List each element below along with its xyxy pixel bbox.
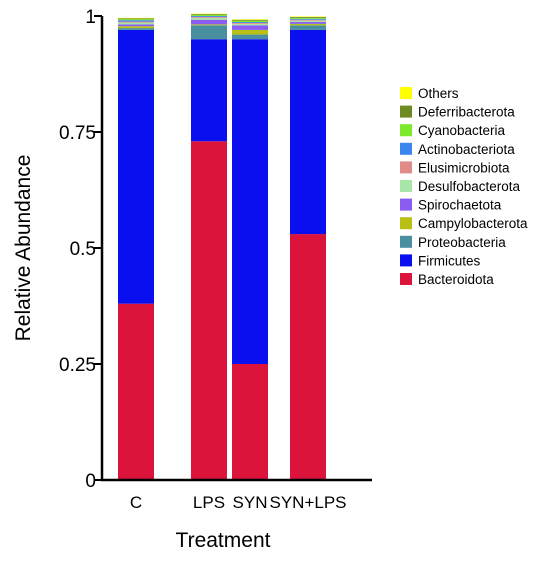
legend-item: Desulfobacterota (400, 179, 521, 194)
bar-segment-spirochaetota (191, 19, 227, 25)
legend-label: Deferribacterota (418, 105, 515, 120)
legend-item: Campylobacterota (400, 216, 528, 231)
x-tick-label: SYN (233, 493, 268, 512)
legend-swatch (400, 254, 412, 267)
legend-item: Proteobacteria (400, 235, 506, 250)
legend-swatch (400, 105, 412, 118)
legend-item: Cyanobacteria (400, 123, 506, 138)
y-tick-label: 0 (85, 471, 96, 492)
bar-segment-elusimicrobiota (118, 21, 154, 23)
legend-swatch (400, 217, 412, 230)
bar-segment-actinobacteriota (232, 22, 268, 23)
bar-segment-others (290, 16, 326, 17)
legend-label: Actinobacteriota (418, 142, 515, 157)
bar-segment-others (191, 13, 227, 15)
bar-segment-firmicutes (232, 39, 268, 364)
legend-swatch (400, 180, 412, 192)
bar-segment-cyanobacteria (118, 19, 154, 21)
bar-segment-firmicutes (118, 29, 154, 304)
legend-swatch (400, 142, 412, 155)
legend-label: Elusimicrobiota (418, 160, 510, 175)
bar-segment-spirochaetota (232, 25, 268, 30)
bar-segment-proteobacteria (191, 25, 227, 40)
legend-item: Firmicutes (400, 253, 481, 268)
legend-swatch (400, 87, 412, 99)
bar-segment-deferribacterota (191, 14, 227, 16)
bar-segment-elusimicrobiota (191, 16, 227, 18)
legend-label: Desulfobacterota (418, 179, 521, 194)
bar-segment-campylobacterota (232, 29, 268, 35)
bar-segment-bacteroidota (191, 141, 227, 480)
legend-label: Others (418, 86, 459, 101)
bar-segment-firmicutes (191, 39, 227, 142)
bar-segment-cyanobacteria (232, 20, 268, 23)
legend-item: Deferribacterota (400, 105, 515, 120)
bar-segment-actinobacteriota (191, 16, 227, 17)
legend: Others Deferribacterota Cyanobacteria Actin… (400, 86, 528, 287)
legend-item: Spirochaetota (400, 198, 502, 213)
bar-2 (232, 19, 268, 480)
bar-segment-others (118, 17, 154, 19)
bar-segment-campylobacterota (290, 23, 326, 26)
bar-segment-actinobacteriota (290, 18, 326, 20)
bar-segment-campylobacterota (118, 26, 154, 29)
bar-segment-others (232, 19, 268, 20)
bar-segment-cyanobacteria (290, 17, 326, 19)
bar-segment-bacteroidota (118, 303, 154, 480)
x-axis-label: Treatment (176, 529, 271, 552)
legend-item: Elusimicrobiota (400, 160, 510, 175)
bar-segment-desulfobacterota (191, 17, 227, 20)
y-tick-label: 0.75 (59, 123, 96, 144)
bar-segment-cyanobacteria (191, 15, 227, 16)
bar-segment-proteobacteria (232, 34, 268, 40)
x-tick-label: LPS (193, 493, 225, 512)
legend-label: Firmicutes (418, 253, 481, 268)
bar-segment-deferribacterota (232, 19, 268, 21)
legend-swatch (400, 273, 412, 285)
legend-item: Others (400, 86, 459, 101)
bars-layer (118, 13, 326, 480)
bar-segment-campylobacterota (191, 24, 227, 26)
bar-segment-actinobacteriota (118, 20, 154, 22)
bar-segment-deferribacterota (118, 18, 154, 20)
bar-segment-desulfobacterota (232, 23, 268, 26)
legend-label: Campylobacterota (418, 216, 528, 231)
legend-label: Spirochaetota (418, 198, 502, 213)
bar-3 (290, 16, 326, 480)
legend-swatch (400, 198, 412, 211)
legend-swatch (400, 124, 412, 137)
bar-segment-spirochaetota (290, 22, 326, 24)
y-tick-label: 0.5 (70, 239, 96, 260)
bar-segment-desulfobacterota (290, 20, 326, 23)
bar-segment-elusimicrobiota (290, 19, 326, 21)
y-tick-label: 1 (85, 7, 96, 28)
bar-segment-firmicutes (290, 29, 326, 235)
y-tick-label: 0.25 (59, 355, 96, 376)
ticks-layer: 0 0.25 0.5 0.75 1 C LPS SYN SYN+LPS (59, 7, 346, 512)
legend-label: Proteobacteria (418, 235, 506, 250)
legend-swatch (400, 235, 412, 248)
legend-item: Actinobacteriota (400, 142, 515, 157)
legend-label: Cyanobacteria (418, 123, 506, 138)
x-tick-label: SYN+LPS (269, 493, 346, 512)
bar-segment-bacteroidota (290, 234, 326, 480)
legend-item: Bacteroidota (400, 272, 494, 287)
legend-label: Bacteroidota (418, 272, 494, 287)
y-axis-label: Relative Abundance (12, 155, 35, 342)
bar-segment-deferribacterota (290, 16, 326, 18)
x-tick-label: C (130, 493, 142, 512)
bar-segment-elusimicrobiota (232, 22, 268, 24)
bar-segment-desulfobacterota (118, 22, 154, 25)
bar-1 (191, 13, 227, 480)
bar-segment-bacteroidota (232, 364, 268, 480)
bar-segment-proteobacteria (118, 28, 154, 30)
bar-segment-spirochaetota (118, 24, 154, 27)
legend-swatch (400, 161, 412, 174)
bar-0 (118, 17, 154, 480)
bar-segment-proteobacteria (290, 25, 326, 30)
